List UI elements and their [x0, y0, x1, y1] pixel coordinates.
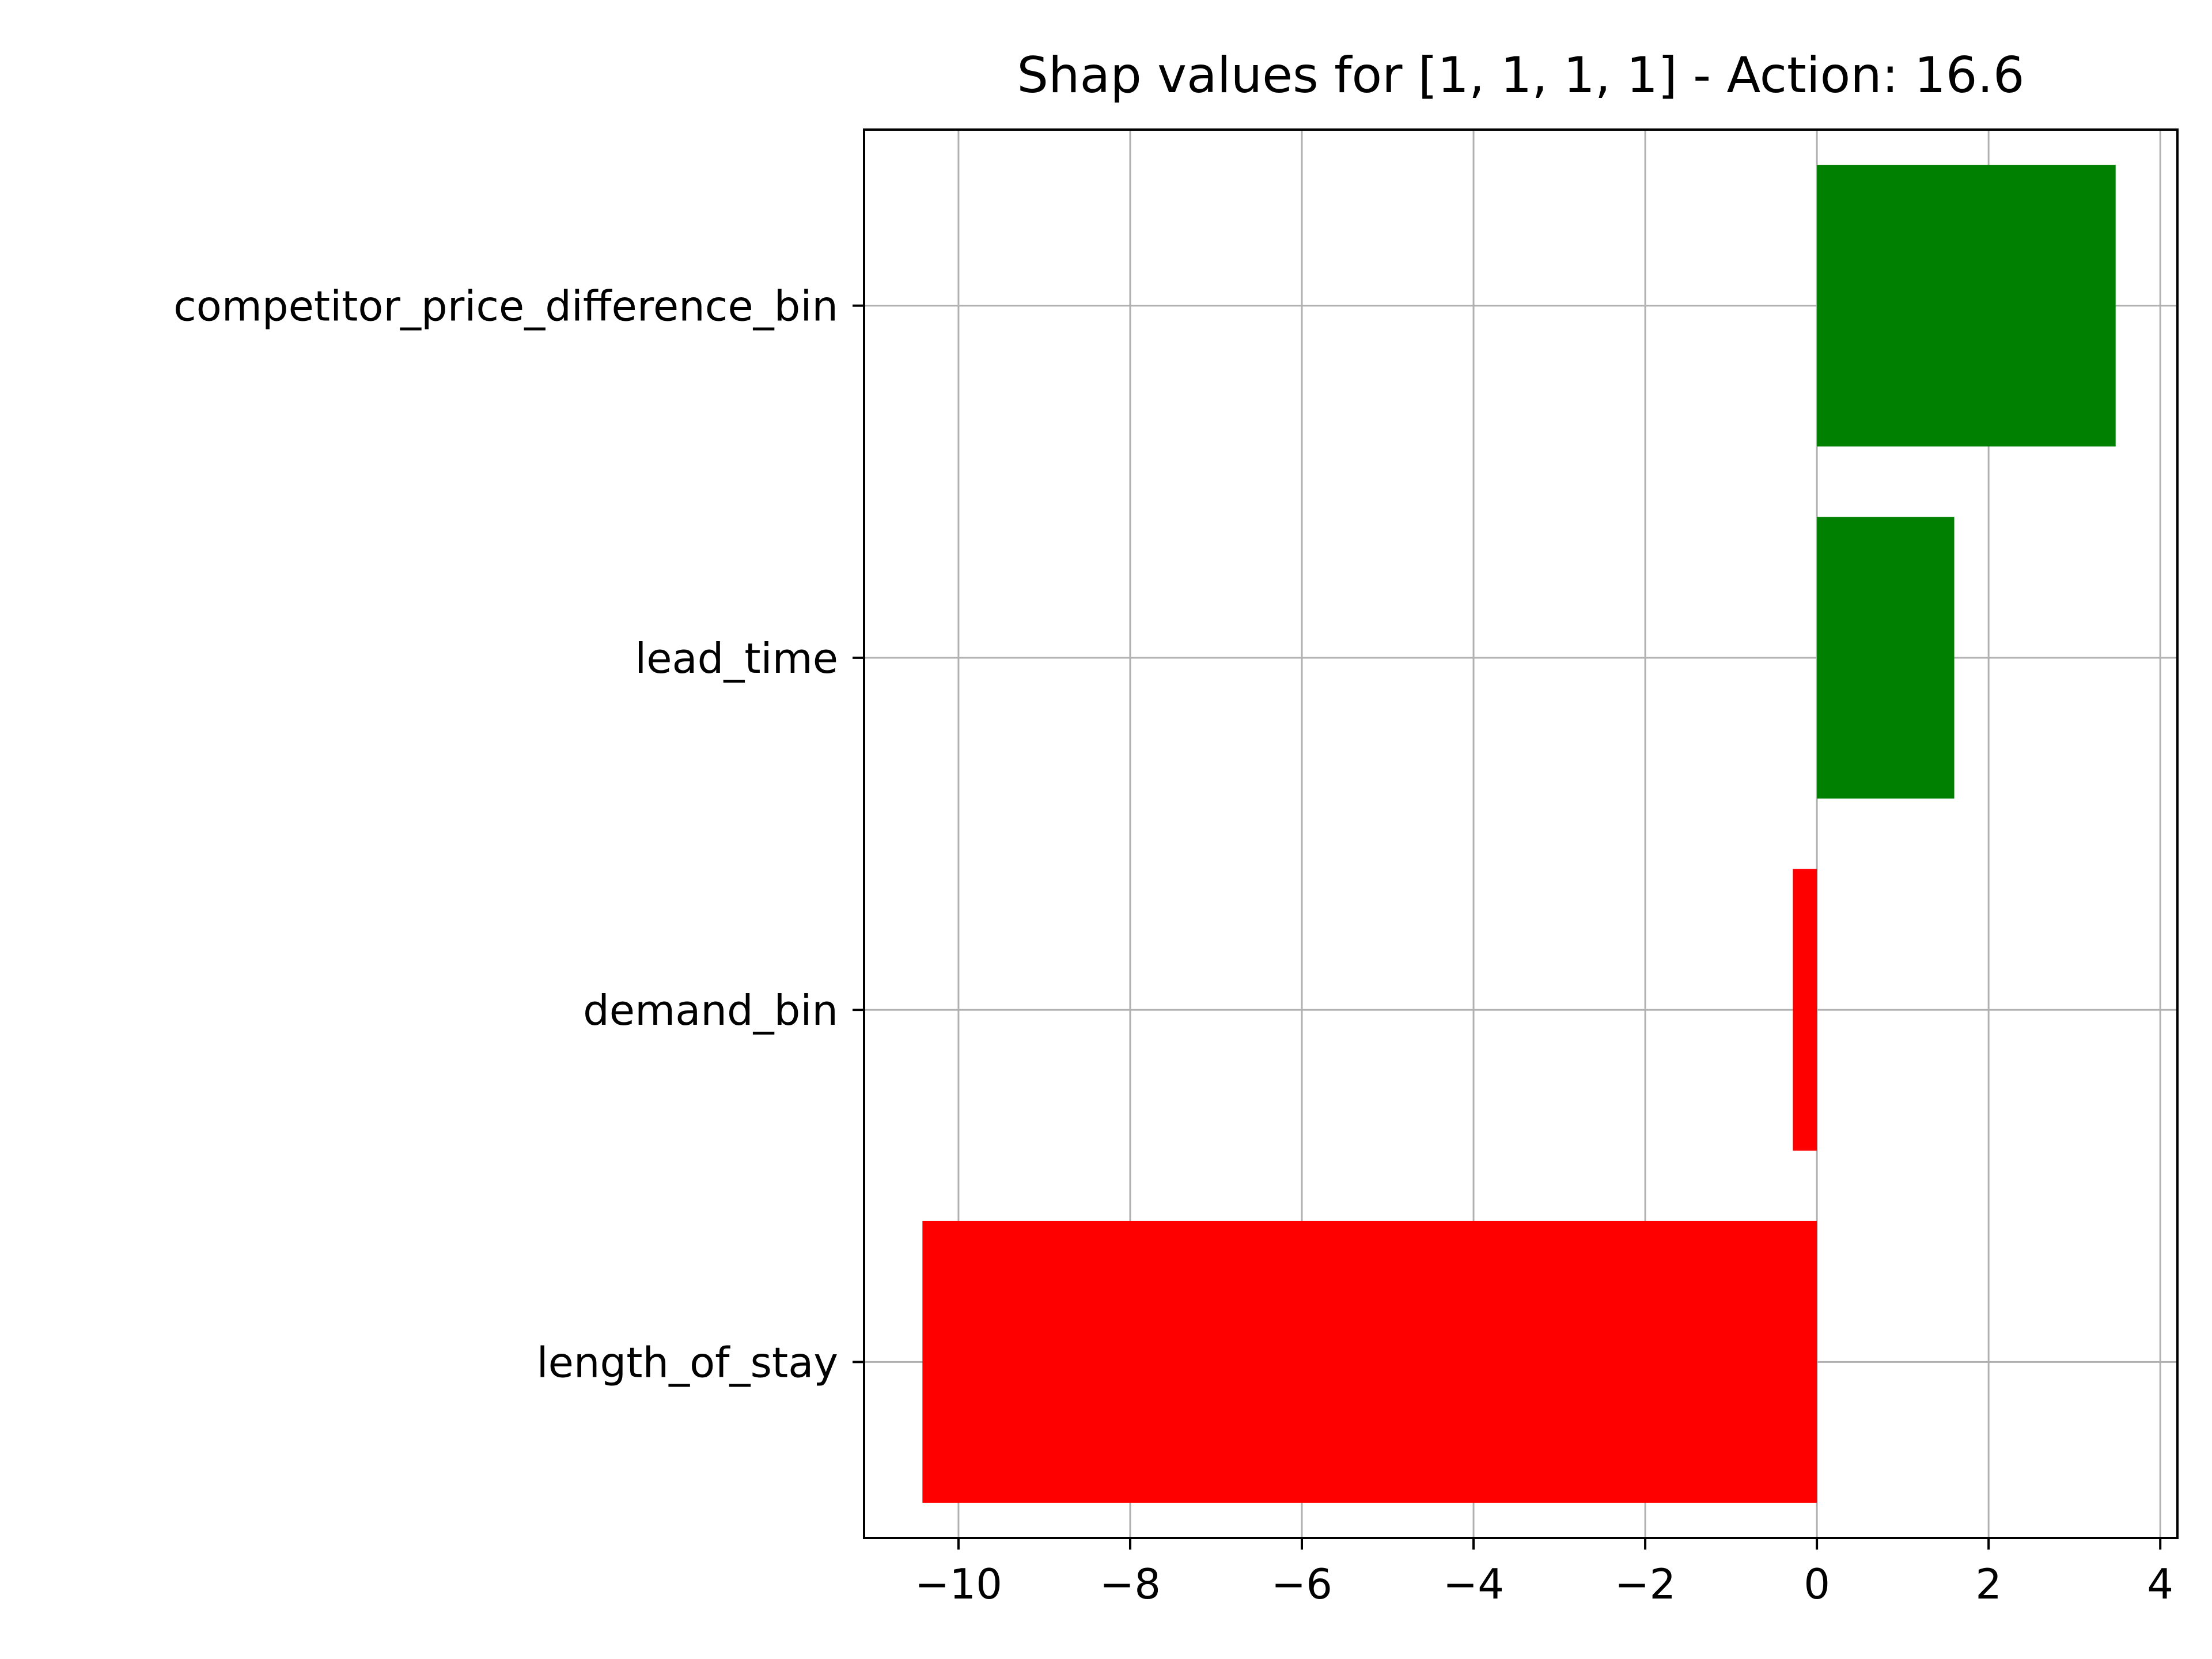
x-tick-label: −6 — [1271, 1560, 1332, 1608]
bar-length-of-stay — [922, 1221, 1817, 1503]
x-tick-label: −10 — [915, 1560, 1002, 1608]
bar-competitor-price-difference-bin — [1817, 165, 2116, 447]
x-tick-label: 0 — [1804, 1560, 1830, 1608]
category-label: length_of_stay — [537, 1338, 838, 1387]
bar-demand-bin — [1793, 869, 1817, 1151]
x-tick-label: −2 — [1615, 1560, 1676, 1608]
x-tick-label: 4 — [2147, 1560, 2173, 1608]
chart-title: Shap values for [1, 1, 1, 1] - Action: 1… — [1017, 47, 2024, 104]
x-axis: −10 −8 −6 −4 −2 0 2 4 — [915, 1538, 2173, 1608]
x-tick-label: −4 — [1443, 1560, 1504, 1608]
category-label: demand_bin — [583, 986, 838, 1035]
x-tick-label: −8 — [1100, 1560, 1161, 1608]
bars — [922, 165, 2116, 1503]
category-label: lead_time — [635, 634, 838, 683]
x-tick-label: 2 — [1975, 1560, 2002, 1608]
bar-lead-time — [1817, 517, 1955, 799]
category-label: competitor_price_difference_bin — [173, 282, 838, 331]
y-axis: competitor_price_difference_bin lead_time… — [173, 282, 864, 1387]
plot-frame — [863, 128, 2179, 1539]
